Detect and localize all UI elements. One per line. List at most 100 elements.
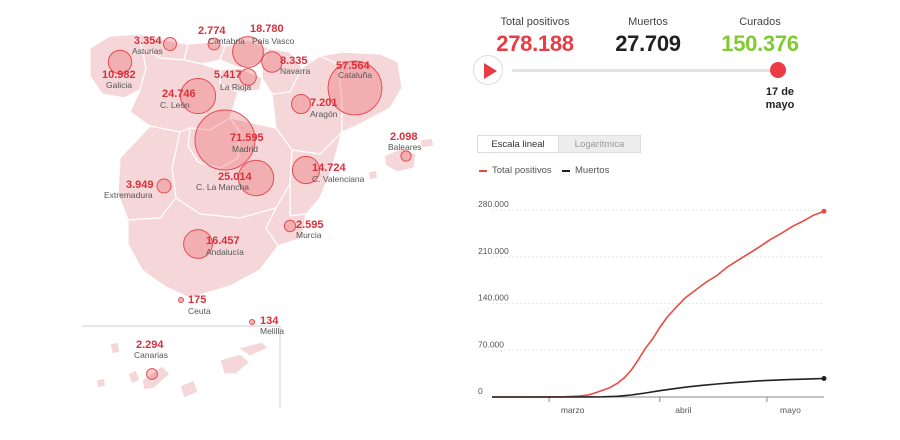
- region-value: 2.098: [390, 131, 418, 143]
- region-name: Andalucía: [206, 247, 244, 257]
- stat-label: Curados: [739, 16, 781, 28]
- region-value: 10.982: [102, 69, 136, 81]
- region-name: C. León: [160, 100, 190, 110]
- y-tick-label: 70.000: [478, 339, 504, 349]
- play-button[interactable]: [473, 55, 503, 85]
- stat-label: Muertos: [628, 16, 668, 28]
- series-endpoint[interactable]: [821, 375, 827, 381]
- region-value: 16.457: [206, 235, 240, 247]
- region-canarias-6: [219, 353, 251, 375]
- region-name: Ceuta: [188, 306, 211, 316]
- stat-total-positivos: Total positivos 278.188: [465, 16, 605, 57]
- region-canarias-1[interactable]: [109, 341, 121, 355]
- region-canarias-7: [236, 341, 270, 357]
- region-value: 71.595: [230, 132, 264, 144]
- region-name: Cantabria: [208, 36, 245, 46]
- region-value: 57.564: [336, 60, 371, 72]
- case-bubble[interactable]: [283, 219, 297, 233]
- y-tick-label: 280.000: [478, 199, 509, 209]
- region-canarias-2: [95, 377, 107, 389]
- region-name: C. La Mancha: [196, 182, 249, 192]
- case-bubble[interactable]: [207, 37, 221, 51]
- region-baleares-menorca: [419, 137, 435, 149]
- case-bubble[interactable]: [400, 150, 412, 162]
- region-value: 3.949: [126, 179, 154, 191]
- region-name: País Vasco: [252, 36, 295, 46]
- region-name: Canarias: [134, 350, 168, 360]
- series-line-muertos: [492, 377, 825, 398]
- case-bubble[interactable]: [239, 68, 257, 86]
- region-value: 2.294: [136, 339, 164, 351]
- tab-logaritmica[interactable]: Logarítmica: [559, 135, 641, 153]
- region-cataluna[interactable]: [317, 51, 403, 133]
- case-bubbles: [107, 36, 412, 380]
- date-line-2: mayo: [765, 99, 795, 111]
- canarias-inset-frame: [82, 325, 281, 408]
- region-value: 175: [188, 294, 206, 306]
- region-name: Madrid: [232, 144, 258, 154]
- legend-item-total-positivos: Total positivos: [479, 165, 552, 176]
- timeline-date-label: 17 de mayo: [750, 86, 810, 112]
- region-andalucia[interactable]: [127, 197, 279, 299]
- case-bubble[interactable]: [291, 155, 321, 185]
- case-bubble[interactable]: [232, 36, 264, 68]
- case-bubble[interactable]: [249, 319, 255, 325]
- region-name: Baleares: [388, 142, 422, 152]
- case-bubble[interactable]: [179, 77, 217, 115]
- region-canarias-3: [127, 369, 141, 385]
- region-name: Melilla: [260, 326, 284, 336]
- x-axis: marzo abril mayo: [492, 396, 824, 415]
- legend-label: Total positivos: [492, 165, 552, 176]
- timeline-track[interactable]: [512, 69, 778, 72]
- x-tick-label: marzo: [561, 405, 585, 415]
- case-bubble[interactable]: [237, 159, 275, 197]
- region-name: C. Valenciana: [312, 174, 365, 184]
- case-bubble[interactable]: [178, 297, 184, 303]
- series-line-total-positivos: [492, 210, 825, 398]
- chart-series: [492, 208, 827, 398]
- legend-swatch: [479, 169, 487, 172]
- region-value: 3.354: [134, 35, 162, 47]
- x-tick-label: mayo: [780, 405, 801, 415]
- stat-curados: Curados 150.376: [690, 16, 830, 57]
- region-name: Cataluña: [338, 70, 372, 80]
- stat-value: 278.188: [496, 31, 574, 56]
- legend-label: Muertos: [575, 165, 610, 176]
- case-bubble[interactable]: [291, 94, 311, 114]
- region-baleares-ibiza: [367, 169, 379, 181]
- region-name: Navarra: [280, 66, 311, 76]
- case-bubble[interactable]: [327, 60, 383, 116]
- case-bubble[interactable]: [183, 229, 213, 259]
- case-bubble[interactable]: [194, 109, 256, 171]
- region-name: Aragón: [310, 109, 338, 119]
- region-value: 14.724: [312, 162, 347, 174]
- case-bubble[interactable]: [107, 49, 133, 75]
- region-value: 18.780: [250, 23, 284, 35]
- case-bubble[interactable]: [156, 178, 172, 194]
- stat-value: 27.709: [615, 31, 681, 56]
- x-tick-label: abril: [675, 405, 691, 415]
- region-name: Murcia: [296, 230, 322, 240]
- region-value: 24.746: [162, 88, 196, 100]
- y-axis-labels: 0 70.000 140.000 210.000 280.000: [478, 199, 509, 396]
- case-bubble[interactable]: [146, 368, 158, 380]
- region-value: 2.774: [198, 25, 226, 37]
- region-value: 8.335: [280, 55, 308, 67]
- play-icon: [484, 63, 497, 79]
- region-name: Asturias: [132, 46, 163, 56]
- series-endpoint[interactable]: [821, 208, 827, 214]
- map-regions: [89, 33, 435, 399]
- case-bubble[interactable]: [163, 37, 177, 51]
- case-bubble[interactable]: [261, 51, 283, 73]
- y-tick-label: 210.000: [478, 246, 509, 256]
- region-name: Galicia: [106, 80, 132, 90]
- timeline-handle[interactable]: [770, 62, 786, 78]
- region-value: 7.201: [310, 97, 338, 109]
- region-baleares[interactable]: [383, 147, 417, 173]
- region-value: 2.595: [296, 219, 324, 231]
- tab-escala-lineal[interactable]: Escala lineal: [477, 135, 559, 153]
- region-value: 25.014: [218, 171, 253, 183]
- chart-grid: [492, 209, 824, 351]
- legend-swatch: [562, 169, 570, 172]
